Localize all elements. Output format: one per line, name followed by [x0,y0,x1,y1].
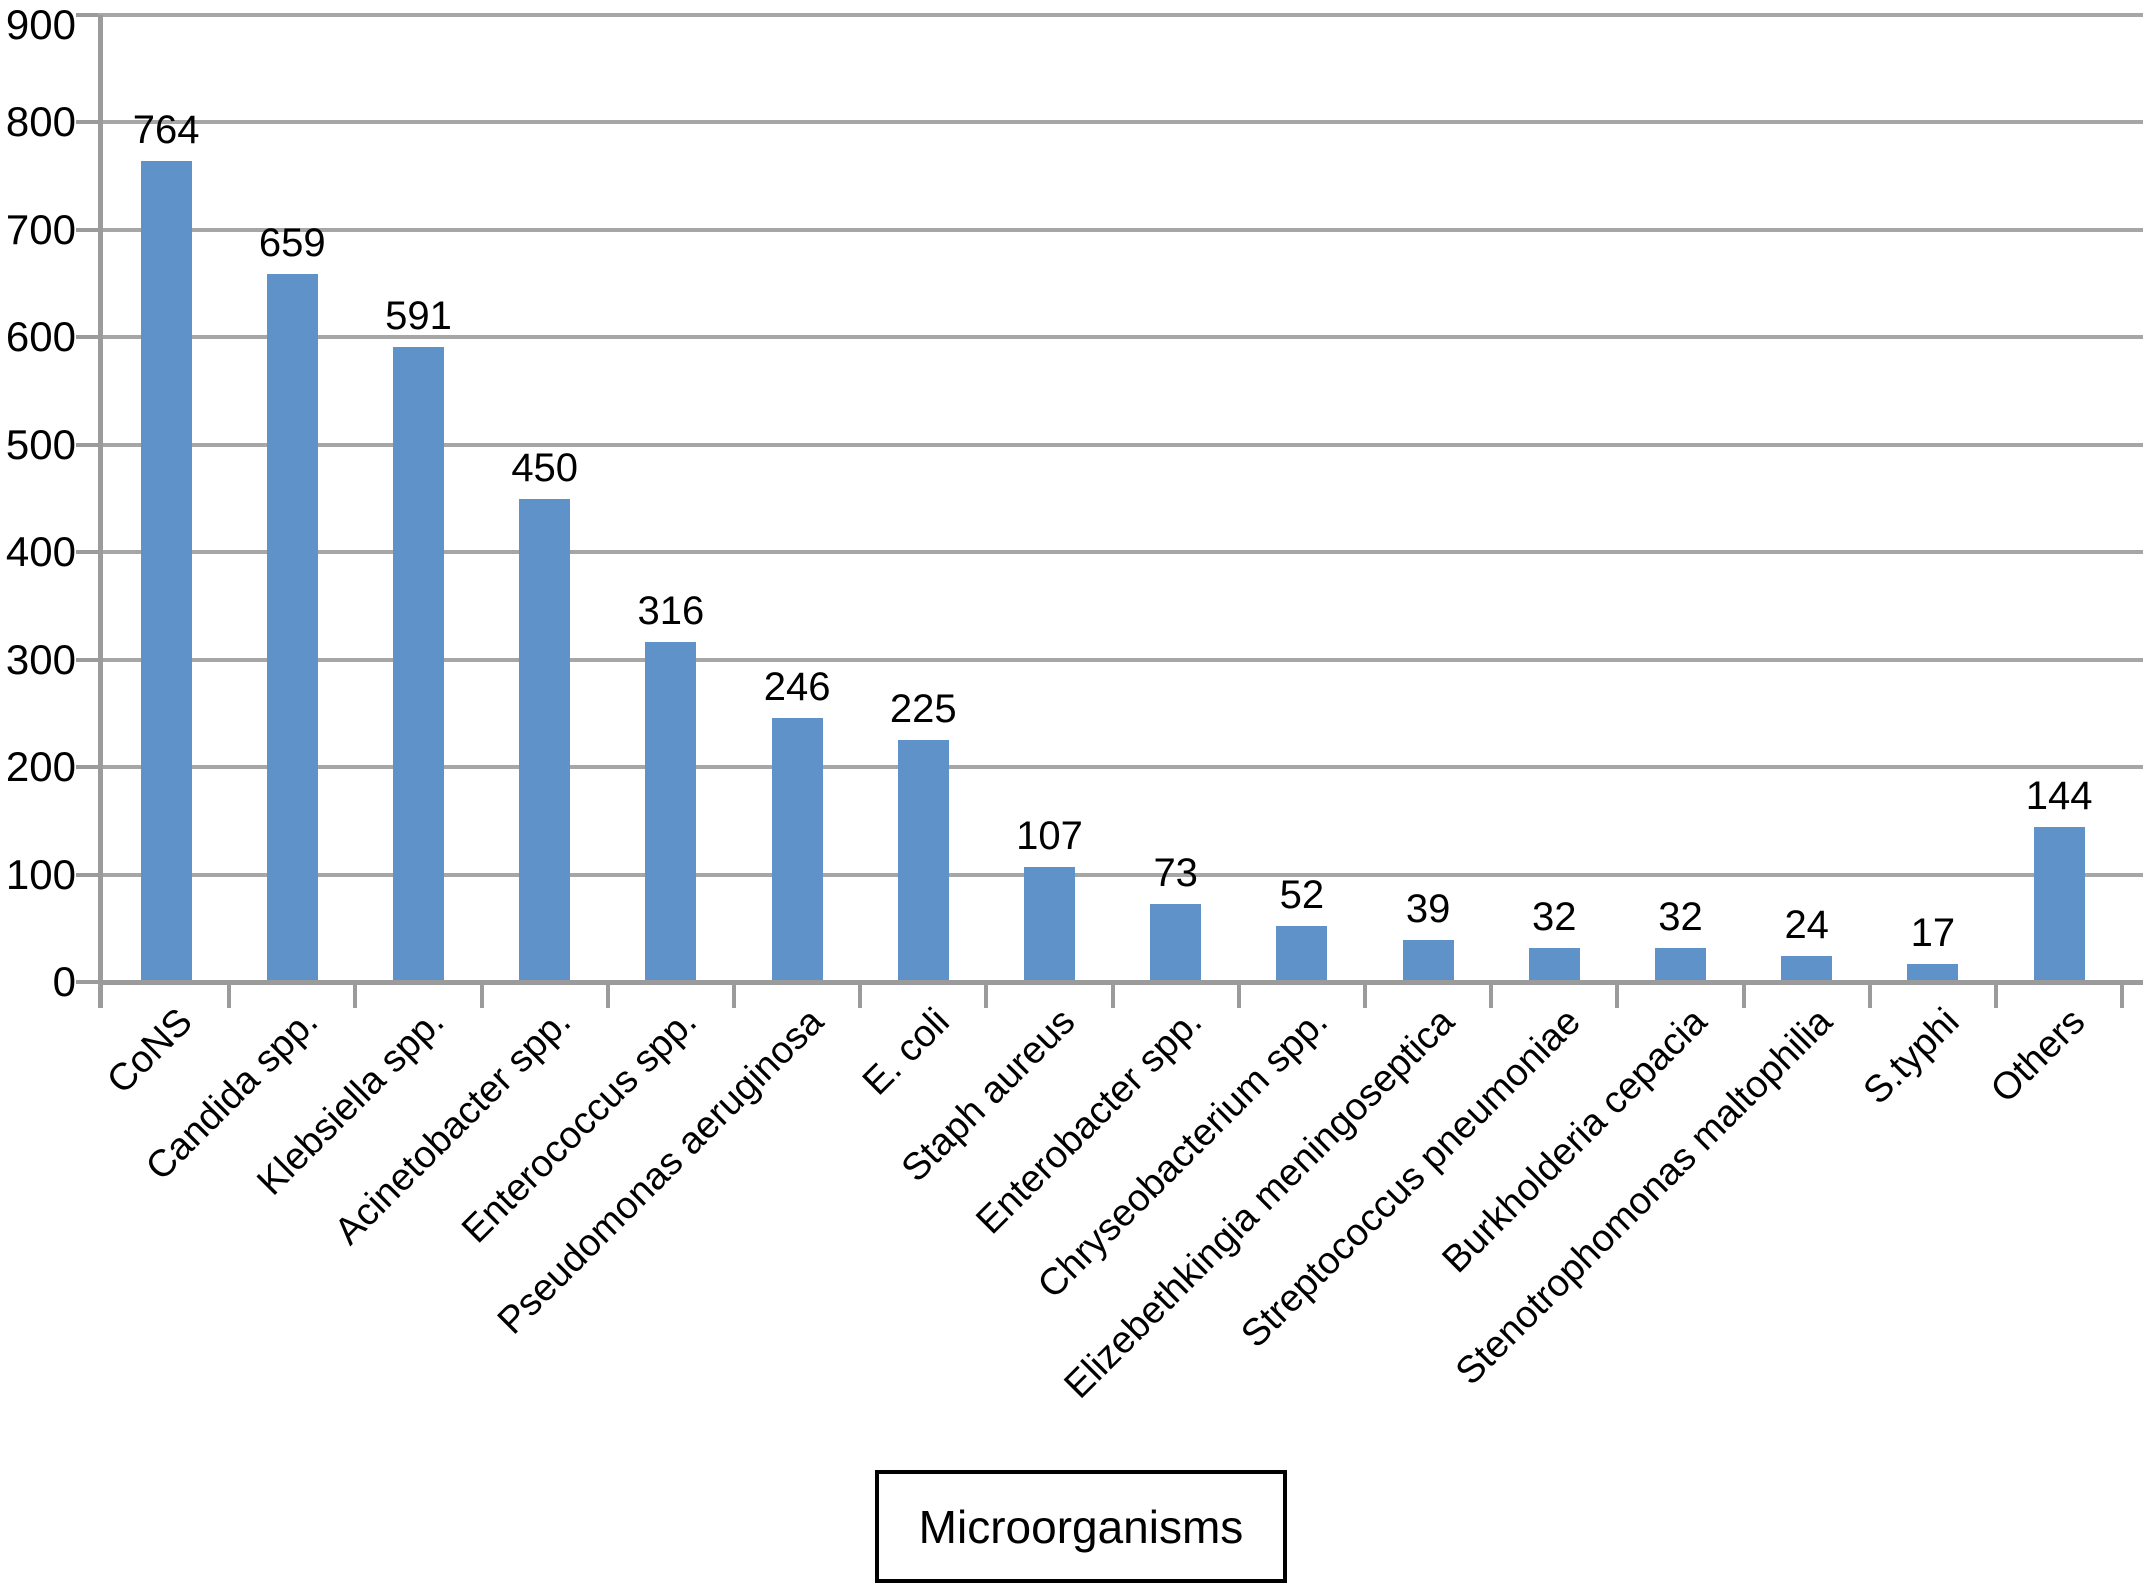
bar [1276,926,1328,980]
x-axis-tick [984,982,989,1008]
bar-value-label: 52 [1279,873,1325,918]
y-axis-tick [76,872,98,877]
bar-value-label: 17 [1910,910,1956,955]
x-axis-title-box: Microorganisms [875,1470,1287,1583]
y-tick-label: 700 [5,205,76,253]
x-axis-tick [858,982,863,1008]
gridline [98,872,2143,877]
x-axis-tick [732,982,736,1008]
x-axis-line [98,980,2143,985]
y-tick-label: 800 [5,98,76,146]
y-axis-tick [76,442,98,447]
x-axis-title: Microorganisms [918,1500,1244,1553]
bar [645,642,697,980]
bar [771,717,823,980]
bar-value-label: 764 [132,108,200,153]
x-axis-tick [2120,982,2125,1008]
x-tick-label: Acinetobacter spp. [326,1000,579,1253]
y-axis-tick [76,120,98,125]
y-axis-tick [76,980,98,984]
x-axis-tick [1110,982,1115,1008]
gridline [98,335,2143,340]
bar-value-label: 225 [889,687,957,732]
x-axis-tick [605,982,610,1008]
bar-value-label: 32 [1658,894,1703,939]
bar-value-label: 73 [1153,850,1198,895]
gridline [98,657,2143,662]
bar [2033,827,2085,980]
gridline [98,550,2143,555]
x-axis-tick [1615,982,1620,1008]
bar [266,273,318,980]
y-tick-label: 500 [5,420,76,468]
bar-value-label: 591 [385,294,452,338]
x-axis-tick [1741,982,1746,1008]
x-tick-label: S.typhi [1855,1000,1968,1113]
y-tick-label: 0 [52,958,76,1005]
y-tick-label: 900 [5,1,76,48]
y-tick-label: 100 [5,850,76,898]
bar-value-label: 246 [763,664,831,709]
y-axis-tick [76,335,98,340]
x-tick-label: Others [1983,1000,2094,1111]
bar [1402,940,1454,980]
bar-value-label: 659 [258,220,326,265]
bar [140,161,192,980]
bar-value-label: 32 [1532,894,1577,939]
gridline [98,13,2143,17]
bar-value-label: 144 [2025,774,2093,819]
y-axis-tick [76,227,98,232]
y-axis-tick [76,13,98,17]
gridline [98,442,2143,447]
bar [1655,947,1706,980]
x-tick-label: CoNS [99,1000,201,1102]
y-tick-label: 400 [5,528,76,576]
bar [519,498,571,980]
y-axis-tick [76,550,98,555]
bar [1024,867,1075,980]
bar-value-label: 107 [1016,814,1083,859]
x-tick-label: Enterococcus spp. [454,1000,706,1252]
bar [897,740,949,980]
y-axis-tick [76,765,98,770]
x-axis-tick [1994,982,1998,1008]
x-axis-tick [1867,982,1872,1008]
x-tick-label: Enterobacter spp. [968,1000,1210,1243]
x-axis-tick [1236,982,1241,1008]
bar [1907,963,1959,980]
gridline [98,120,2143,125]
bar-value-label: 39 [1405,887,1451,932]
x-axis-tick [227,982,232,1008]
bar [393,347,444,980]
bar [1150,903,1202,980]
x-axis-tick [1363,982,1367,1008]
bar [1781,956,1833,980]
bar-value-label: 24 [1784,903,1829,948]
y-tick-label: 600 [5,313,76,361]
bar-value-label: 316 [637,589,705,634]
x-tick-label: E. coli [854,1000,958,1104]
gridline [98,765,2143,770]
y-tick-label: 200 [5,743,76,791]
gridline [98,227,2143,232]
y-axis-tick [76,657,98,662]
x-axis-tick [479,982,484,1008]
bar [1528,947,1580,980]
x-axis-tick [353,982,358,1008]
x-axis-tick [1489,982,1494,1008]
bar-value-label: 450 [511,445,579,490]
y-axis-line [98,15,103,1008]
y-tick-label: 300 [5,635,76,683]
